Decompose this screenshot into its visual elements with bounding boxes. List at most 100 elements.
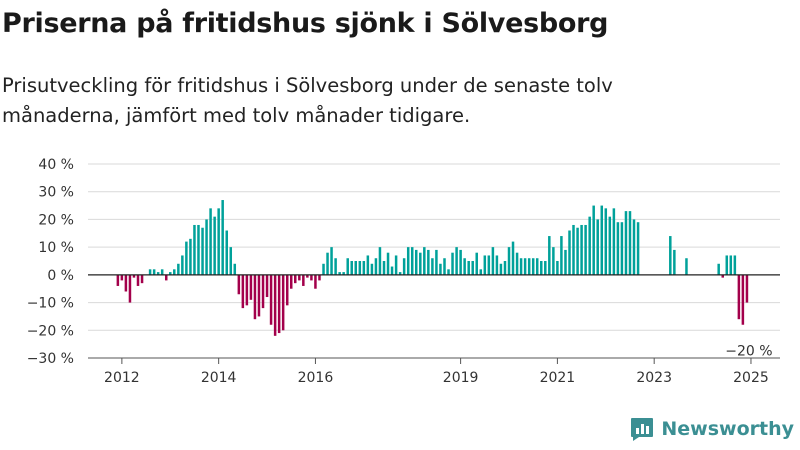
bar xyxy=(120,274,124,281)
bar xyxy=(552,247,555,275)
bar xyxy=(273,274,277,336)
bar xyxy=(245,274,249,306)
bar xyxy=(390,266,394,275)
bar xyxy=(229,247,233,275)
x-tick-label: 2025 xyxy=(733,370,769,386)
bar xyxy=(221,200,224,275)
bar xyxy=(616,222,620,275)
bar xyxy=(540,261,543,275)
y-tick-label: −30 % xyxy=(27,351,74,367)
bar xyxy=(241,274,245,309)
bar xyxy=(378,247,382,275)
bar xyxy=(632,219,636,275)
bar xyxy=(156,272,160,275)
bar xyxy=(588,216,591,275)
bar xyxy=(225,230,228,275)
bar xyxy=(419,252,422,275)
bar xyxy=(128,274,132,303)
bar xyxy=(576,227,579,275)
bar xyxy=(330,247,333,275)
bar xyxy=(189,238,192,275)
bar xyxy=(620,222,624,275)
bar xyxy=(503,261,507,275)
bar xyxy=(745,274,749,303)
bar xyxy=(148,269,152,275)
bar xyxy=(253,274,257,320)
bar xyxy=(592,205,595,275)
bar xyxy=(165,274,168,281)
bar xyxy=(169,272,172,275)
x-tick-label: 2012 xyxy=(104,370,140,386)
bar xyxy=(560,236,563,275)
bar xyxy=(177,263,180,275)
bar xyxy=(741,274,745,325)
bar xyxy=(362,261,366,275)
bar xyxy=(298,274,301,281)
bar xyxy=(628,211,632,275)
bar xyxy=(455,247,458,275)
x-tick-label: 2019 xyxy=(443,370,479,386)
bar xyxy=(132,274,136,278)
bar xyxy=(463,258,466,275)
bar xyxy=(556,261,559,275)
logo-icon xyxy=(631,418,654,441)
bar xyxy=(342,272,345,275)
bar xyxy=(519,258,523,275)
bar xyxy=(136,274,140,286)
bar xyxy=(326,252,329,275)
bar xyxy=(451,252,454,275)
bar xyxy=(608,216,612,275)
bar xyxy=(181,255,184,275)
newsworthy-logo: Newsworthy xyxy=(629,416,794,442)
bar xyxy=(209,208,212,275)
bar xyxy=(499,263,503,275)
bar xyxy=(511,241,515,275)
bar xyxy=(467,261,470,275)
y-tick-label: 30 % xyxy=(38,185,74,201)
bar xyxy=(249,274,253,300)
bar xyxy=(669,236,672,275)
bar xyxy=(568,230,571,275)
brand-name: Newsworthy xyxy=(661,418,794,440)
bar xyxy=(600,205,604,275)
bar xyxy=(487,255,491,275)
y-axis-labels: 40 % 30 % 20 % 10 % 0 % −10 % −20 % −30 % xyxy=(27,157,74,367)
bar xyxy=(265,274,269,298)
bar xyxy=(612,208,616,275)
bar xyxy=(580,224,583,275)
y-tick-label: 20 % xyxy=(38,212,74,228)
y-tick-label: −20 % xyxy=(27,323,74,339)
x-tick-label: 2021 xyxy=(540,370,576,386)
bar xyxy=(596,219,599,275)
bar xyxy=(584,224,587,275)
x-tick-label: 2016 xyxy=(298,370,334,386)
bar xyxy=(382,261,386,275)
bar xyxy=(479,269,483,275)
bar xyxy=(523,258,527,275)
bar xyxy=(386,252,390,275)
bar xyxy=(475,252,478,275)
bar xyxy=(237,274,241,295)
bar xyxy=(721,274,724,278)
bar-series xyxy=(116,200,749,336)
bar xyxy=(334,258,337,275)
bar xyxy=(116,274,120,286)
bar xyxy=(447,269,450,275)
bar xyxy=(406,247,410,275)
bar xyxy=(289,274,293,289)
bar xyxy=(443,258,446,275)
bar xyxy=(572,224,575,275)
bar xyxy=(314,274,317,289)
bar xyxy=(217,208,220,275)
bar xyxy=(306,274,309,278)
bar xyxy=(515,252,519,275)
chart-title: Priserna på fritidshus sjönk i Sölvesbor… xyxy=(2,8,609,39)
bar xyxy=(281,274,285,331)
bar xyxy=(173,269,176,275)
bar xyxy=(201,227,204,275)
bar xyxy=(495,255,499,275)
x-tick-label: 2023 xyxy=(636,370,672,386)
bar xyxy=(402,258,406,275)
bar xyxy=(431,258,434,275)
bar xyxy=(414,249,418,275)
